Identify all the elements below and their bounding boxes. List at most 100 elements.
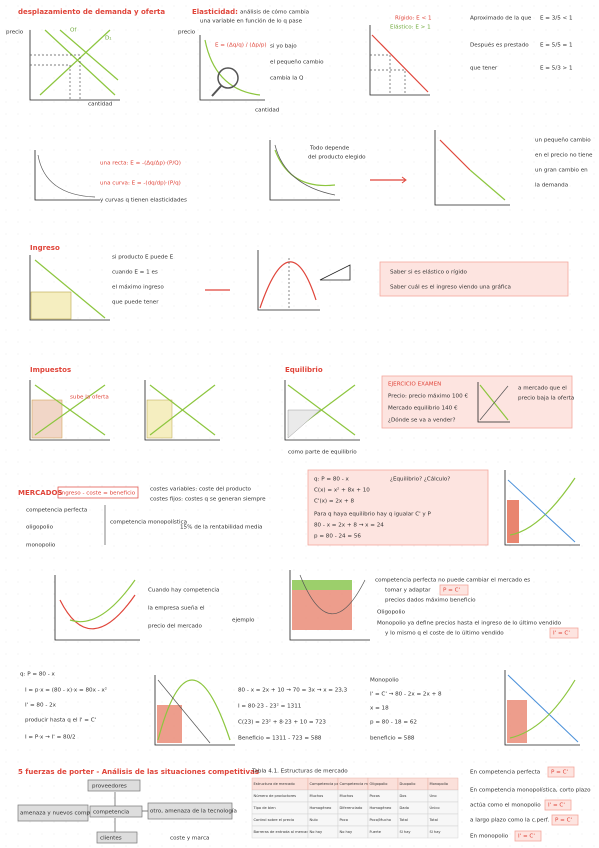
text: C'(x) = 2x + 8	[314, 499, 354, 505]
heading: Elasticidad:	[192, 8, 238, 16]
formula: beneficio = 588	[370, 736, 415, 742]
table-text: Barreras de entrada al mercado	[254, 830, 311, 834]
diagram-node: otro, amenaza de la tecnología	[150, 808, 237, 815]
formula: una recta: E = -(Δq/Δp)·(P/Q)	[100, 161, 181, 167]
heading: MERCADOS	[18, 489, 63, 497]
table-text: Duopolio	[400, 782, 416, 786]
text: como parte de equilibrio	[288, 450, 357, 456]
heading: Equilibrio	[285, 366, 323, 374]
text: el pequeño cambio	[270, 60, 324, 66]
formula: E = (Δq/q) / (Δp/p)	[215, 43, 267, 49]
heading: desplazamiento de demanda y oferta	[18, 8, 165, 16]
label: Rígido: E < 1	[395, 15, 432, 22]
text: que puede tener	[112, 300, 159, 306]
formula: una curva: E = -(dq/dp)·(P/q)	[100, 181, 181, 187]
table-text: Homogéneo	[370, 806, 392, 810]
table-text: Total	[399, 818, 408, 822]
text: Mercado equilibrio 140 €	[388, 406, 458, 412]
text: que tener	[470, 66, 498, 72]
text: q: P = 80 - x	[314, 477, 350, 483]
list-item: competencia perfecta	[26, 508, 87, 514]
text: sube la oferta	[70, 395, 109, 401]
text: costes variables: coste del producto	[150, 487, 252, 493]
formula: I' = C'	[548, 803, 565, 809]
text: 15% de la rentabilidad media	[180, 525, 262, 531]
text: Cuando hay competencia	[148, 588, 219, 594]
text: tomar y adaptar	[385, 588, 431, 594]
list-item: oligopolio	[26, 525, 54, 531]
table-text: No hay	[310, 830, 324, 834]
diagram-node: competencia	[93, 810, 129, 816]
table-text: Muchos	[340, 794, 354, 798]
text: actúa como el monopolio	[470, 802, 541, 809]
table-text: Único	[430, 805, 440, 810]
text: Aproximado de la que	[470, 16, 532, 22]
formula: I = 80·23 - 23² = 1311	[238, 703, 302, 710]
axis-label: precio	[6, 30, 24, 36]
text: un gran cambio en	[535, 168, 588, 174]
text: y curvas q tienen elasticidades	[100, 198, 187, 204]
curve-label: Of	[70, 28, 77, 34]
label: Elástico: E > 1	[390, 24, 431, 31]
text: una variable en función de lo q pase	[200, 18, 303, 25]
table: Estructura de mercado Competencia perfect…	[251, 777, 459, 839]
formula: p = 80 - 18 = 62	[370, 720, 417, 726]
text: a mercado que el	[518, 386, 567, 392]
text: análisis de cómo cambia	[240, 9, 309, 16]
formula: 80 - x = 2x + 10 → 70 = 3x → x = 23,3	[238, 688, 348, 694]
text: p = 80 - 24 = 56	[314, 534, 361, 540]
table-text: Nulo	[310, 818, 318, 822]
table-text: Diferenciado	[340, 806, 363, 810]
text: q: P = 80 - x	[20, 672, 56, 678]
formula: Ingreso - coste = beneficio	[60, 491, 136, 497]
list-item: monopolio	[26, 543, 56, 549]
text: Saber cuál es el ingreso viendo una gráf…	[390, 284, 511, 291]
axis-label: precio	[178, 30, 196, 36]
table-text: Competencia monopolística	[340, 782, 390, 786]
formula: P = C'	[555, 818, 572, 824]
text: C(x) = x² + 8x + 10	[314, 487, 370, 494]
formula: I = P·x → I' = 80/2	[25, 735, 76, 741]
table-text: Estructura de mercado	[254, 782, 295, 786]
curve-label: D₁	[105, 36, 112, 42]
diagram-node: clientes	[100, 836, 122, 842]
formula: E = 3/5 < 1	[540, 16, 573, 22]
text: Saber si es elástico o rígido	[390, 269, 467, 276]
table-text: Sí hay	[400, 830, 412, 834]
text: coste y marca	[170, 836, 209, 842]
formula: I' = C' → 80 - 2x = 2x + 8	[370, 692, 442, 698]
axis-label: cantidad	[255, 108, 280, 114]
text: 80 - x = 2x + 8 → x = 24	[314, 523, 384, 529]
table-text: No hay	[340, 830, 354, 834]
heading: Ingreso	[30, 244, 60, 252]
table-text: Control sobre el precio	[254, 818, 295, 822]
text: producir hasta q el I' = C'	[25, 718, 96, 724]
formula: C(23) = 23² + 8·23 + 10 = 723	[238, 719, 326, 726]
text: ¿Dónde se va a vender?	[388, 417, 455, 424]
table-text: Muchos	[310, 794, 324, 798]
text: a largo plazo como la c.perf.	[470, 818, 549, 824]
text: Para q haya equilibrio hay q igualar C' …	[314, 512, 432, 518]
list-item: competencia monopolística	[110, 519, 187, 526]
table-cell	[427, 825, 459, 839]
table-text: Oligopolio	[370, 782, 388, 786]
text: Monopolio	[370, 678, 399, 684]
text: ¿Equilibrio? ¿Cálculo?	[390, 476, 450, 483]
text: En competencia perfecta	[470, 770, 540, 776]
text: cambia la Q	[270, 76, 304, 82]
formula: E = 5/5 = 1	[540, 43, 573, 49]
text: y lo mismo q el coste de lo último vendi…	[385, 630, 504, 637]
text: En monopolio	[470, 834, 509, 840]
table-text: Sí hay	[430, 830, 442, 834]
diagram-node: proveedores	[92, 784, 127, 790]
formula: x = 18	[370, 706, 389, 712]
table-text: Poco	[340, 818, 348, 822]
table-text: Tipo de bien	[253, 806, 276, 810]
table-text: Dado	[400, 806, 409, 810]
text: Oligopolio	[377, 610, 406, 616]
text: si producto E puede E	[112, 255, 174, 261]
formula: P = C'	[551, 770, 568, 776]
diagram-node: amenaza y nuevos competidores	[20, 811, 113, 817]
text: ejemplo	[232, 618, 255, 624]
text: En competencia monopolística, corto plaz…	[470, 787, 591, 794]
